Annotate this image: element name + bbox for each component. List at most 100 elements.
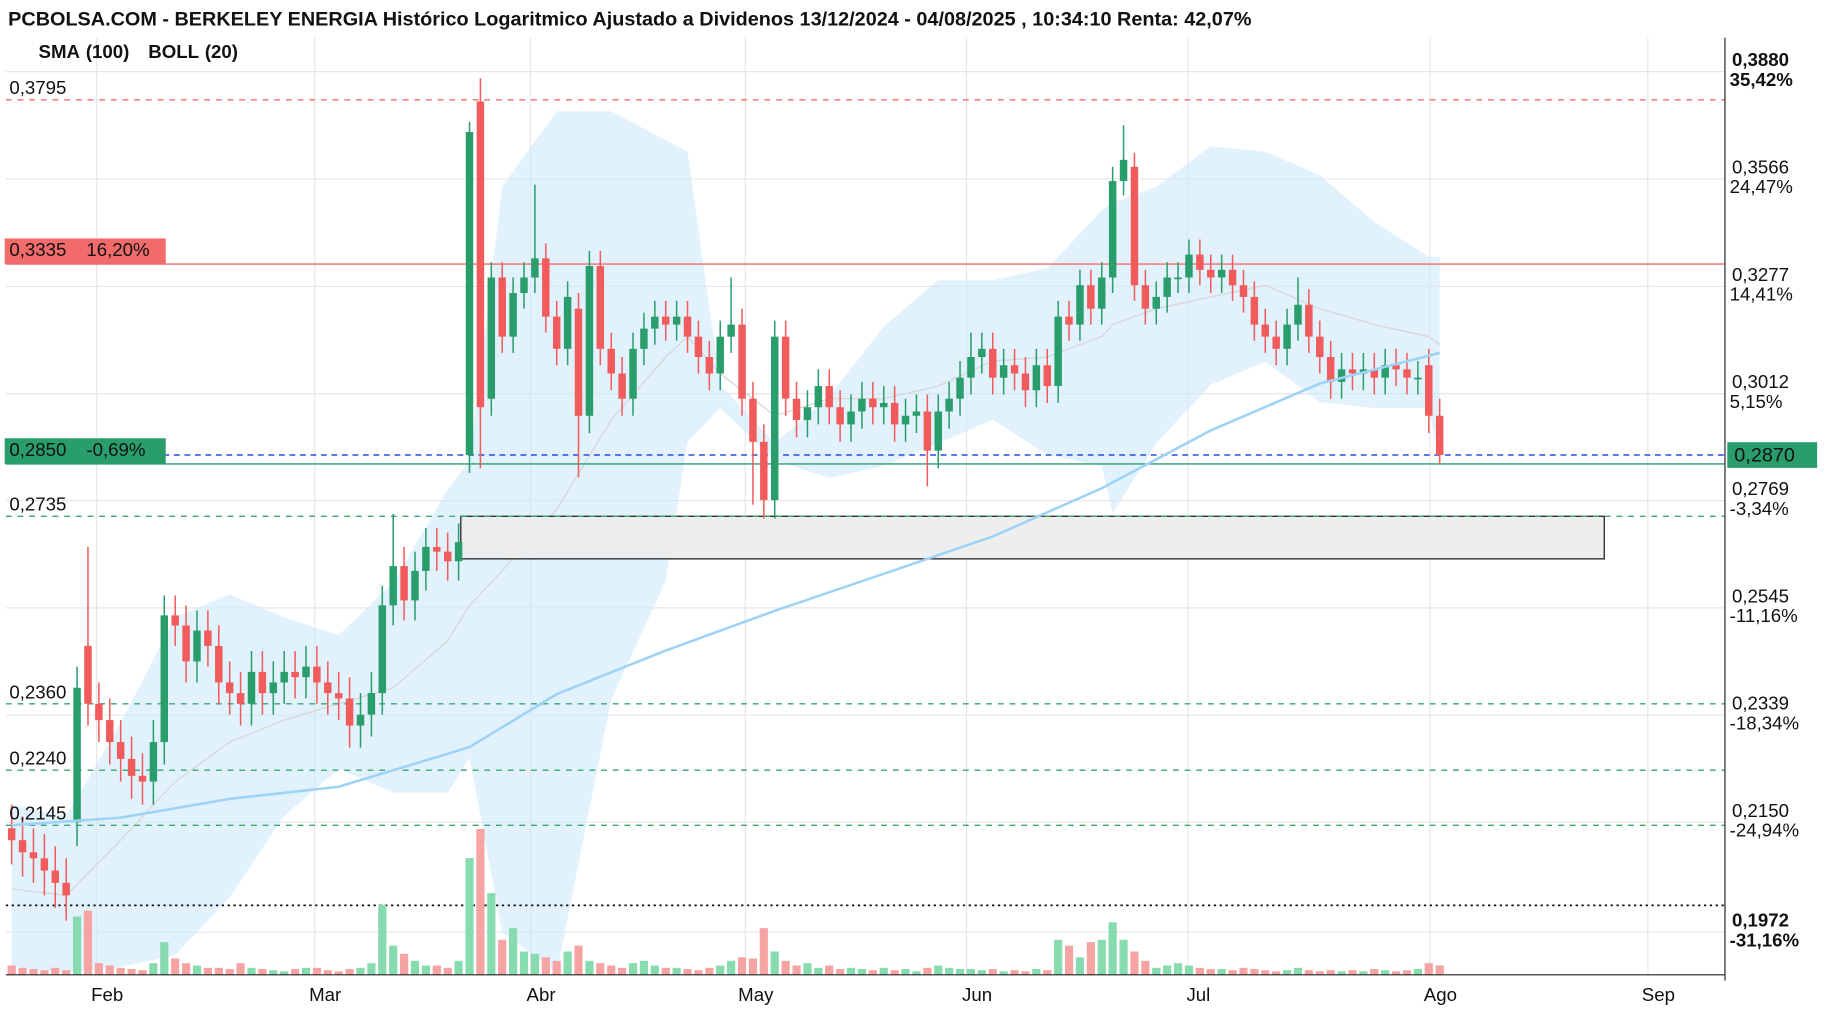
- volume-bar: [966, 969, 976, 975]
- candle-body: [236, 693, 245, 704]
- volume-bar: [7, 965, 16, 975]
- candle-body: [1163, 277, 1171, 297]
- volume-bar: [857, 969, 867, 975]
- volume-bar: [181, 963, 191, 975]
- legend-boll: BOLL: [148, 41, 199, 62]
- legend-sma: SMA: [39, 41, 80, 62]
- candles-layer: [7, 78, 1444, 921]
- y-tick-label: 0,2339: [1732, 693, 1789, 714]
- volume-bar: [476, 828, 485, 975]
- candle-body: [661, 316, 670, 325]
- candle-body: [1196, 254, 1204, 270]
- volume-bar: [498, 939, 507, 975]
- candle-body: [989, 348, 997, 378]
- candle-body: [302, 666, 310, 678]
- volume-bar: [727, 960, 736, 975]
- volume-bar: [105, 965, 114, 975]
- support-zone: [460, 515, 1605, 560]
- volume-bar: [378, 904, 387, 975]
- volume-bar: [454, 960, 463, 975]
- candle-body: [204, 630, 212, 646]
- volume-bar: [280, 971, 289, 975]
- volume-bar: [72, 916, 82, 975]
- volume-bar: [650, 965, 659, 975]
- volume-bar: [18, 967, 27, 975]
- candle-body: [138, 775, 147, 782]
- candle-body: [531, 258, 539, 278]
- candle-body: [1021, 373, 1030, 391]
- volume-bar: [421, 965, 430, 975]
- y-tick-percent: 5,15%: [1730, 391, 1783, 412]
- volume-bar: [149, 963, 158, 975]
- y-tick-label: 0,3277: [1732, 264, 1789, 285]
- candle-body: [443, 551, 452, 562]
- candle-body: [1283, 324, 1291, 349]
- candle-body: [127, 758, 136, 776]
- volume-bar: [94, 963, 103, 975]
- volume-bar: [639, 960, 649, 975]
- volume-bar: [323, 970, 332, 975]
- volume-bar: [465, 858, 474, 975]
- volume-bar: [846, 967, 856, 975]
- volume-bar: [1402, 970, 1412, 975]
- volume-bar: [1337, 971, 1346, 975]
- volume-bar: [661, 967, 670, 975]
- volume-bar: [792, 965, 801, 975]
- candle-body: [880, 402, 888, 408]
- legend-sma-param: (100): [86, 41, 130, 62]
- volume-bar: [1184, 965, 1194, 975]
- level-label: 0,3795: [9, 77, 66, 98]
- volume-bar: [737, 957, 747, 975]
- candle-body: [890, 402, 899, 425]
- candle-body: [1294, 304, 1302, 325]
- candle-body: [1326, 357, 1335, 382]
- volume-bar: [628, 963, 638, 975]
- volume-bar: [203, 967, 212, 975]
- candle-body: [1239, 285, 1248, 297]
- level-label: 0,2145: [9, 803, 66, 824]
- volume-bar: [999, 971, 1008, 975]
- volume-bar: [1130, 951, 1139, 975]
- volume-bar: [62, 970, 71, 975]
- candle-body: [847, 411, 855, 425]
- volume-bar: [836, 969, 845, 975]
- candle-body: [727, 324, 735, 337]
- volume-bar: [1141, 960, 1150, 975]
- volume-bar: [945, 967, 954, 975]
- volume-bar: [345, 969, 354, 975]
- volume-bar: [1228, 970, 1237, 975]
- volume-bar: [301, 967, 311, 975]
- volume-bar: [716, 965, 725, 975]
- candle-body: [781, 336, 790, 399]
- candle-body: [629, 348, 637, 399]
- candle-body: [1392, 365, 1400, 370]
- y-tick-label: 0,2150: [1732, 800, 1789, 821]
- candle-body: [356, 714, 365, 726]
- volume-bar: [116, 967, 125, 975]
- candle-body: [552, 316, 561, 349]
- candle-body: [258, 671, 267, 694]
- candle-body: [803, 407, 812, 421]
- candle-body: [487, 277, 496, 399]
- volume-bar: [432, 965, 441, 975]
- volume-bar: [1195, 967, 1204, 975]
- candle-body: [378, 605, 387, 694]
- candle-body: [1250, 296, 1259, 325]
- volume-bar: [585, 960, 594, 975]
- candle-body: [1010, 365, 1019, 374]
- volume-bar: [683, 969, 692, 975]
- candle-body: [694, 336, 703, 358]
- candle-body: [73, 687, 81, 823]
- x-tick-label: Ago: [1424, 984, 1457, 1005]
- candle-body: [770, 336, 779, 501]
- level-label-box: [4, 438, 166, 464]
- candle-body: [585, 265, 594, 416]
- candle-body: [269, 682, 278, 694]
- volume-bar: [487, 893, 496, 975]
- candle-body: [1337, 369, 1346, 382]
- candle-body: [1370, 369, 1379, 378]
- volume-bar: [705, 967, 714, 975]
